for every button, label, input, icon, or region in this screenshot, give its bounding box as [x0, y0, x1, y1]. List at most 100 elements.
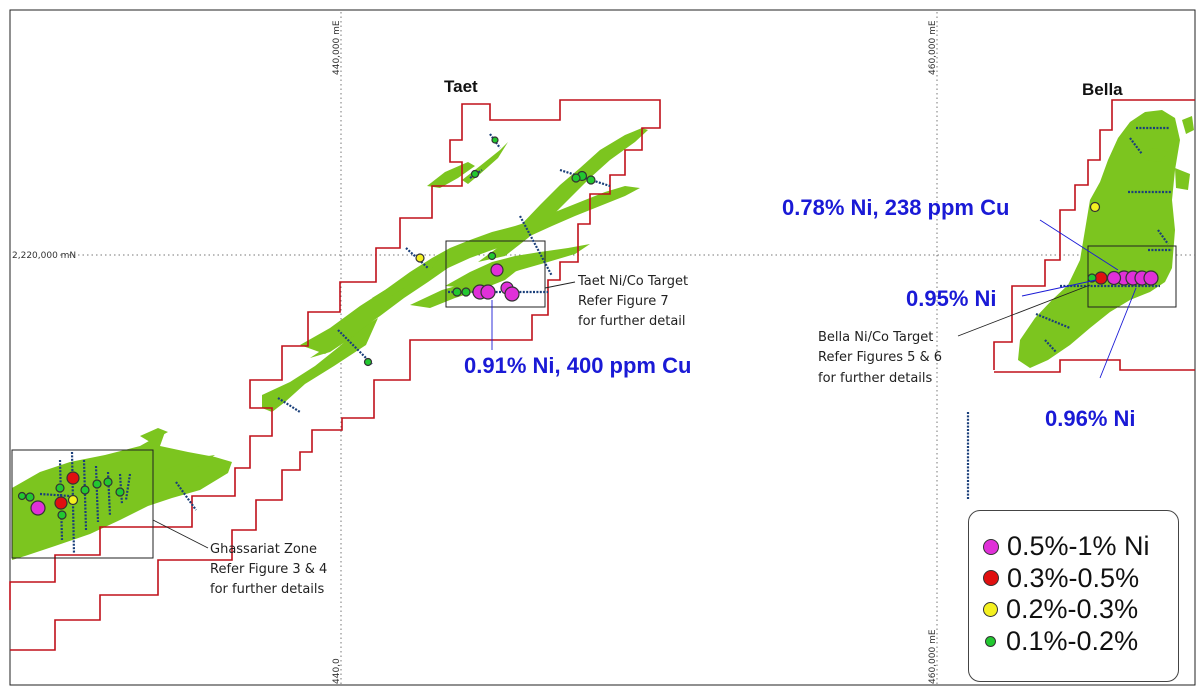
- callout-line: for further detail: [578, 314, 686, 329]
- callout-leader: [152, 519, 209, 549]
- callout-bella-target: Bella Ni/Co Target Refer Figures 5 & 6 f…: [818, 330, 942, 386]
- callout-ghassariat: Ghassariat Zone Refer Figure 3 & 4 for f…: [210, 542, 327, 597]
- result-marker-0.1-0.2: [17, 491, 27, 501]
- result-marker-0.5-1-ni: [504, 286, 520, 302]
- result-marker-0.1-0.2: [452, 287, 462, 297]
- callout-taet-target: Taet Ni/Co Target Refer Figure 7 for fur…: [577, 274, 688, 329]
- legend-label: 0.2%-0.3%: [1006, 594, 1139, 625]
- legend-item: 0.2%-0.3%: [983, 594, 1178, 626]
- ultramafic-body: [140, 428, 168, 442]
- result-marker-0.2-0.3: [1089, 201, 1101, 213]
- legend-swatch-icon: [983, 570, 999, 587]
- result-marker-0.5-1-ni: [490, 263, 504, 277]
- drillhole-traces: [39, 126, 1172, 555]
- drillhole-trace: [559, 168, 611, 188]
- ultramafic-body: [262, 318, 378, 412]
- result-label-bella-3: 0.96% Ni: [1045, 406, 1136, 431]
- result-marker-0.5-1-ni: [1143, 270, 1159, 286]
- legend-swatch-icon: [983, 602, 998, 618]
- grade-legend: 0.5%-1% Ni 0.3%-0.5% 0.2%-0.3% 0.1%-0.2%: [968, 510, 1179, 682]
- callout-leader: [544, 281, 576, 289]
- licence-boundary-taet: [9, 99, 661, 651]
- result-marker-0.1-0.2: [57, 510, 67, 520]
- result-marker-0.2-0.3: [415, 253, 425, 263]
- result-marker-0.1-0.2: [470, 169, 480, 179]
- licence-boundary-bella: [993, 99, 1195, 373]
- result-label-bella-1: 0.78% Ni, 238 ppm Cu: [782, 195, 1009, 220]
- drillhole-trace: [1035, 312, 1071, 330]
- legend-swatch-icon: [985, 635, 996, 647]
- result-marker-0.1-0.2: [103, 477, 113, 487]
- ultramafic-body: [427, 162, 475, 188]
- legend-label: 0.1%-0.2%: [1006, 625, 1139, 656]
- legend-item: 0.5%-1% Ni: [983, 531, 1178, 563]
- drillhole-trace: [94, 465, 100, 523]
- drillhole-trace: [337, 329, 373, 365]
- result-marker-0.1-0.2: [115, 487, 125, 497]
- licence-boundaries: [9, 99, 1195, 651]
- callout-line: Taet Ni/Co Target: [577, 274, 688, 289]
- result-marker-0.1-0.2: [80, 485, 90, 495]
- drill-results: [17, 136, 1159, 520]
- leader-lines: [491, 219, 1137, 379]
- callout-line: for further details: [210, 582, 325, 597]
- legend-swatch-icon: [983, 538, 999, 555]
- ultramafic-body: [1140, 148, 1168, 162]
- ghassariat-zone-box: [11, 449, 154, 559]
- legend-item: 0.1%-0.2%: [983, 626, 1178, 658]
- result-marker-0.1-0.2: [363, 357, 373, 367]
- callout-leaders: [152, 281, 1091, 549]
- ultramafic-bodies: [12, 110, 1194, 560]
- easting-label-440000: 440,000 mE: [332, 20, 342, 75]
- result-label-taet: 0.91% Ni, 400 ppm Cu: [464, 353, 691, 378]
- result-label-bella-2: 0.95% Ni: [906, 286, 997, 311]
- legend-label: 0.5%-1% Ni: [1007, 531, 1150, 562]
- callout-leader: [957, 284, 1091, 337]
- drillhole-trace: [82, 459, 88, 531]
- result-marker-0.3-0.5: [1094, 271, 1108, 285]
- legend-item: 0.3%-0.5%: [983, 563, 1178, 595]
- result-marker-0.1-0.2: [92, 479, 102, 489]
- result-marker-0.5-1-ni: [480, 284, 496, 300]
- area-label-bella: Bella: [1082, 80, 1123, 99]
- area-label-taet: Taet: [444, 77, 478, 96]
- easting-label-440000-bottom: 440,0: [332, 658, 342, 684]
- result-marker-0.1-0.2: [571, 173, 581, 183]
- callout-line: Bella Ni/Co Target: [818, 330, 933, 345]
- map-frame: [9, 9, 1196, 686]
- callout-line: Refer Figure 7: [578, 294, 669, 309]
- ultramafic-body: [165, 455, 215, 474]
- drillhole-trace: [1157, 229, 1169, 245]
- ultramafic-body: [300, 186, 640, 354]
- leader-line: [1021, 279, 1097, 297]
- result-marker-0.1-0.2: [487, 251, 497, 261]
- drillhole-trace: [124, 473, 132, 501]
- result-marker-0.1-0.2: [461, 287, 471, 297]
- drillhole-trace: [39, 492, 71, 498]
- legend-label: 0.3%-0.5%: [1007, 562, 1140, 593]
- drillhole-trace: [277, 397, 301, 413]
- result-marker-0.1-0.2: [491, 136, 499, 144]
- easting-label-460000-bottom: 460,000 mE: [928, 629, 938, 684]
- ultramafic-body: [478, 128, 648, 262]
- result-marker-0.5-1-ni: [1106, 270, 1122, 286]
- northing-label-2220000: 2,220,000 mN: [12, 251, 76, 261]
- callout-line: Refer Figures 5 & 6: [818, 350, 942, 365]
- ultramafic-body: [445, 244, 590, 288]
- ultramafic-body: [1175, 168, 1190, 190]
- leader-line: [1099, 287, 1137, 379]
- drillhole-trace: [175, 481, 197, 511]
- drillhole-trace: [1044, 339, 1057, 353]
- callout-line: Refer Figure 3 & 4: [210, 562, 327, 577]
- easting-label-460000: 460,000 mE: [928, 20, 938, 75]
- result-marker-0.1-0.2: [55, 483, 65, 493]
- ultramafic-body: [1182, 116, 1194, 134]
- result-marker-0.2-0.3: [67, 494, 79, 506]
- result-marker-0.3-0.5: [54, 496, 68, 510]
- callout-line: Ghassariat Zone: [210, 542, 317, 557]
- result-marker-0.5-1-ni: [30, 500, 46, 516]
- leader-line: [1039, 219, 1119, 271]
- result-marker-0.3-0.5: [66, 471, 80, 485]
- result-marker-0.1-0.2: [586, 175, 596, 185]
